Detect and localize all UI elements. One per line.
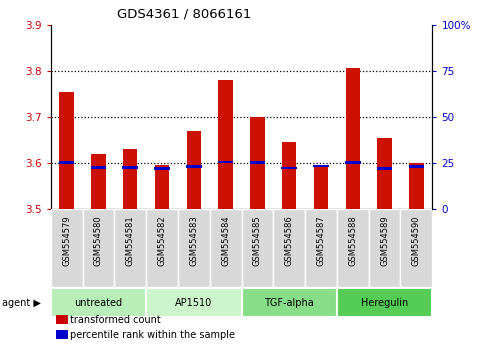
- Bar: [91, 154, 106, 209]
- Bar: [155, 165, 169, 209]
- Bar: [409, 165, 424, 168]
- Bar: [313, 165, 329, 167]
- Text: percentile rank within the sample: percentile rank within the sample: [70, 330, 235, 340]
- Bar: [369, 209, 400, 287]
- Bar: [122, 166, 138, 169]
- Bar: [345, 161, 361, 164]
- Text: TGF-alpha: TGF-alpha: [264, 298, 314, 308]
- Text: GSM554581: GSM554581: [126, 215, 135, 266]
- Text: GSM554580: GSM554580: [94, 215, 103, 266]
- Text: GSM554588: GSM554588: [348, 215, 357, 266]
- Text: GDS4361 / 8066161: GDS4361 / 8066161: [117, 7, 252, 21]
- Text: GSM554584: GSM554584: [221, 215, 230, 266]
- Bar: [282, 142, 297, 209]
- Bar: [377, 167, 393, 170]
- Bar: [305, 209, 337, 287]
- Bar: [59, 161, 74, 164]
- Bar: [146, 288, 242, 317]
- Bar: [186, 165, 202, 168]
- Bar: [83, 209, 114, 287]
- Bar: [154, 167, 170, 170]
- Text: GSM554585: GSM554585: [253, 215, 262, 266]
- Text: GSM554579: GSM554579: [62, 215, 71, 266]
- Bar: [400, 209, 432, 287]
- Bar: [59, 91, 74, 209]
- Text: Heregulin: Heregulin: [361, 298, 408, 308]
- Bar: [178, 209, 210, 287]
- Bar: [218, 161, 233, 163]
- Text: untreated: untreated: [74, 298, 123, 308]
- Bar: [146, 209, 178, 287]
- Bar: [242, 288, 337, 317]
- Text: GSM554590: GSM554590: [412, 215, 421, 266]
- Text: GSM554587: GSM554587: [316, 215, 326, 266]
- Bar: [123, 149, 137, 209]
- Bar: [218, 80, 233, 209]
- Bar: [409, 163, 424, 209]
- Bar: [90, 166, 106, 169]
- Text: agent ▶: agent ▶: [2, 298, 41, 308]
- Text: transformed count: transformed count: [70, 315, 161, 325]
- Text: GSM554582: GSM554582: [157, 215, 167, 266]
- Bar: [337, 209, 369, 287]
- Text: GSM554589: GSM554589: [380, 215, 389, 266]
- Bar: [337, 288, 432, 317]
- Bar: [186, 131, 201, 209]
- Bar: [250, 117, 265, 209]
- Bar: [114, 209, 146, 287]
- Bar: [210, 209, 242, 287]
- Bar: [281, 166, 297, 169]
- Text: GSM554586: GSM554586: [284, 215, 294, 266]
- Bar: [51, 288, 146, 317]
- Text: GSM554583: GSM554583: [189, 215, 199, 266]
- Bar: [377, 137, 392, 209]
- Bar: [314, 165, 328, 209]
- Bar: [51, 209, 83, 287]
- Bar: [242, 209, 273, 287]
- Bar: [346, 68, 360, 209]
- Bar: [250, 161, 265, 164]
- Bar: [273, 209, 305, 287]
- Text: AP1510: AP1510: [175, 298, 213, 308]
